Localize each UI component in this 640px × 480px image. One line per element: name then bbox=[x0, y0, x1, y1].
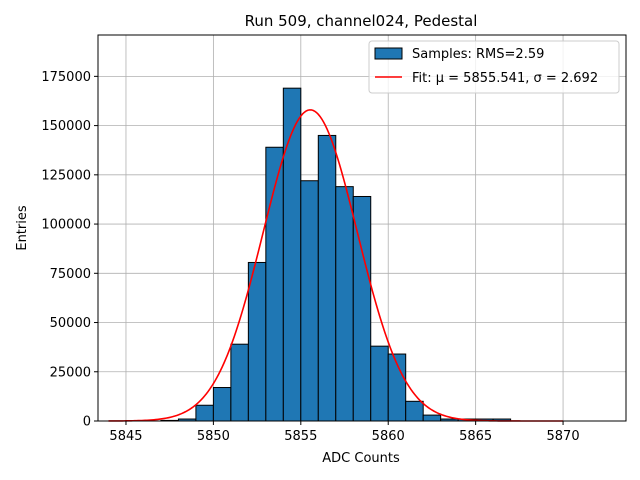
x-tick-label: 5845 bbox=[109, 429, 142, 444]
histogram-bar bbox=[282, 87, 302, 422]
histogram-bar bbox=[352, 195, 372, 422]
x-tick-label: 5865 bbox=[459, 429, 492, 444]
histogram-bar bbox=[405, 400, 424, 422]
y-axis-ticks: 0 25000 50000 75000 100000 125000 150000 175000 bbox=[41, 70, 98, 430]
legend: Samples: RMS=2.59 Fit: μ = 5855.541, σ =… bbox=[368, 40, 620, 94]
x-axis-ticks: 5845 5850 5855 5860 5865 5870 bbox=[109, 421, 580, 444]
y-tick-label: 75000 bbox=[50, 267, 91, 282]
histogram-bar bbox=[317, 134, 337, 422]
x-tick-label: 5870 bbox=[547, 429, 580, 444]
y-tick-label: 0 bbox=[83, 415, 91, 430]
y-tick-label: 100000 bbox=[41, 218, 91, 233]
x-tick-label: 5850 bbox=[197, 429, 230, 444]
x-axis-label: ADC Counts bbox=[322, 451, 400, 466]
plot-frame bbox=[97, 34, 627, 422]
y-axis-label: Entries bbox=[15, 205, 30, 251]
histogram-bar bbox=[247, 261, 267, 422]
histogram-bar bbox=[300, 180, 319, 422]
y-tick-label: 125000 bbox=[41, 168, 91, 183]
y-tick-label: 175000 bbox=[41, 70, 91, 85]
histogram-bar bbox=[212, 387, 232, 422]
histogram-bar bbox=[422, 414, 442, 422]
legend-samples-swatch bbox=[374, 47, 403, 60]
y-tick-label: 50000 bbox=[50, 316, 91, 331]
histogram-bar bbox=[370, 345, 389, 422]
y-tick-label: 25000 bbox=[50, 365, 91, 380]
chart-title: Run 509, channel024, Pedestal bbox=[245, 12, 478, 30]
legend-box bbox=[368, 40, 620, 94]
x-tick-label: 5855 bbox=[284, 429, 317, 444]
legend-samples-label: Samples: RMS=2.59 bbox=[412, 47, 544, 62]
y-tick-label: 150000 bbox=[41, 119, 91, 134]
histogram-bar bbox=[230, 343, 249, 422]
legend-fit-label: Fit: μ = 5855.541, σ = 2.692 bbox=[412, 71, 598, 86]
histogram-bar bbox=[195, 404, 214, 422]
x-tick-label: 5860 bbox=[372, 429, 405, 444]
histogram-bars bbox=[160, 87, 512, 422]
histogram-bar bbox=[335, 186, 354, 422]
